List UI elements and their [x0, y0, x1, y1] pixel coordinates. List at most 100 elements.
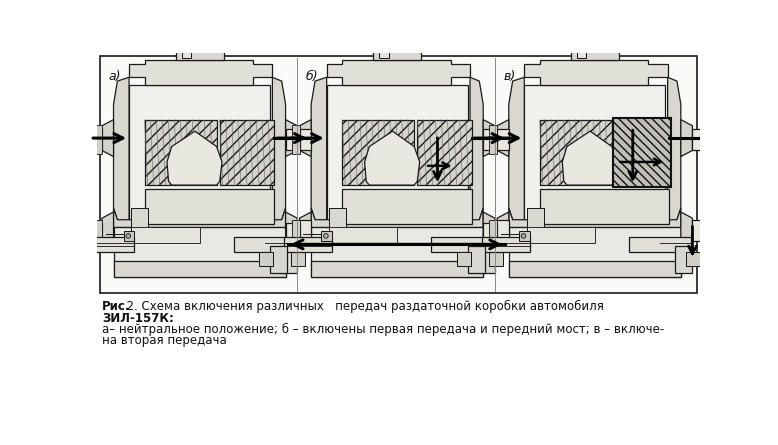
Bar: [675, 246, 692, 273]
Bar: [291, 252, 305, 266]
Bar: [329, 208, 346, 238]
Polygon shape: [311, 77, 327, 223]
Bar: [686, 252, 700, 266]
Bar: [180, 13, 219, 23]
Text: Рис.: Рис.: [102, 300, 131, 313]
Bar: [495, 129, 509, 150]
Bar: [259, 252, 273, 266]
Bar: [297, 129, 311, 150]
Polygon shape: [524, 60, 668, 85]
Polygon shape: [311, 227, 483, 278]
Circle shape: [324, 234, 328, 238]
Bar: [342, 120, 414, 185]
Bar: [373, 49, 421, 60]
Text: ЗИЛ-157К:: ЗИЛ-157К:: [102, 312, 173, 325]
Bar: [483, 129, 497, 150]
Bar: [292, 125, 300, 154]
Bar: [286, 129, 300, 150]
Polygon shape: [286, 212, 297, 249]
Polygon shape: [286, 120, 297, 157]
Bar: [297, 220, 311, 241]
Bar: [524, 85, 665, 223]
Polygon shape: [497, 212, 509, 249]
Bar: [489, 125, 497, 154]
Polygon shape: [102, 212, 114, 249]
Polygon shape: [311, 208, 483, 227]
Bar: [540, 189, 669, 223]
Bar: [527, 208, 544, 238]
Bar: [129, 85, 270, 223]
Polygon shape: [114, 227, 286, 278]
Bar: [468, 246, 485, 273]
Polygon shape: [509, 227, 681, 278]
Text: на вторая передача: на вторая передача: [102, 334, 226, 347]
Polygon shape: [668, 77, 681, 223]
Bar: [417, 120, 471, 185]
Polygon shape: [114, 261, 286, 278]
Bar: [219, 120, 274, 185]
Bar: [571, 49, 619, 60]
Bar: [86, 237, 135, 252]
Bar: [286, 223, 300, 244]
Bar: [233, 237, 296, 252]
Bar: [145, 120, 216, 185]
Text: а– нейтральное положение; б – включены первая передача и передний мост; в – вклю: а– нейтральное положение; б – включены п…: [102, 323, 664, 336]
Polygon shape: [125, 16, 155, 44]
Bar: [88, 223, 102, 244]
Polygon shape: [300, 212, 311, 249]
Polygon shape: [327, 60, 470, 85]
Polygon shape: [311, 261, 483, 278]
Bar: [61, 252, 75, 266]
Bar: [489, 252, 503, 266]
Bar: [482, 237, 530, 252]
Bar: [321, 231, 332, 240]
Polygon shape: [365, 131, 419, 185]
Polygon shape: [509, 208, 681, 227]
Bar: [284, 237, 332, 252]
Bar: [613, 118, 671, 186]
Polygon shape: [114, 208, 286, 227]
Polygon shape: [272, 77, 286, 223]
Bar: [124, 231, 135, 240]
Polygon shape: [114, 77, 129, 223]
Bar: [176, 49, 223, 60]
Bar: [270, 246, 287, 273]
Bar: [72, 246, 89, 273]
Bar: [292, 220, 300, 247]
Polygon shape: [520, 16, 550, 44]
Bar: [615, 120, 669, 185]
Bar: [131, 208, 149, 238]
Bar: [100, 57, 697, 293]
Polygon shape: [483, 120, 495, 157]
Polygon shape: [470, 77, 483, 223]
Circle shape: [126, 234, 131, 238]
Bar: [457, 252, 471, 266]
Bar: [327, 85, 468, 223]
Bar: [182, 35, 191, 58]
Text: а): а): [108, 70, 121, 83]
Bar: [540, 120, 612, 185]
Bar: [342, 189, 471, 223]
Bar: [145, 189, 274, 223]
Polygon shape: [681, 212, 692, 249]
Polygon shape: [300, 120, 311, 157]
Bar: [94, 220, 102, 247]
Polygon shape: [323, 16, 352, 44]
Bar: [575, 13, 615, 23]
Polygon shape: [562, 131, 617, 185]
Bar: [527, 227, 595, 243]
Polygon shape: [497, 120, 509, 157]
Polygon shape: [102, 120, 114, 157]
Text: в): в): [503, 70, 516, 83]
Bar: [280, 246, 297, 273]
Bar: [692, 220, 706, 241]
Polygon shape: [509, 261, 681, 278]
Bar: [131, 227, 199, 243]
Text: 2. Схема включения различных   передач раздаточной коробки автомобиля: 2. Схема включения различных передач раз…: [119, 300, 604, 313]
Bar: [431, 237, 493, 252]
Bar: [478, 246, 495, 273]
Polygon shape: [483, 212, 495, 249]
Circle shape: [521, 234, 526, 238]
Bar: [377, 13, 417, 23]
Bar: [519, 231, 530, 240]
